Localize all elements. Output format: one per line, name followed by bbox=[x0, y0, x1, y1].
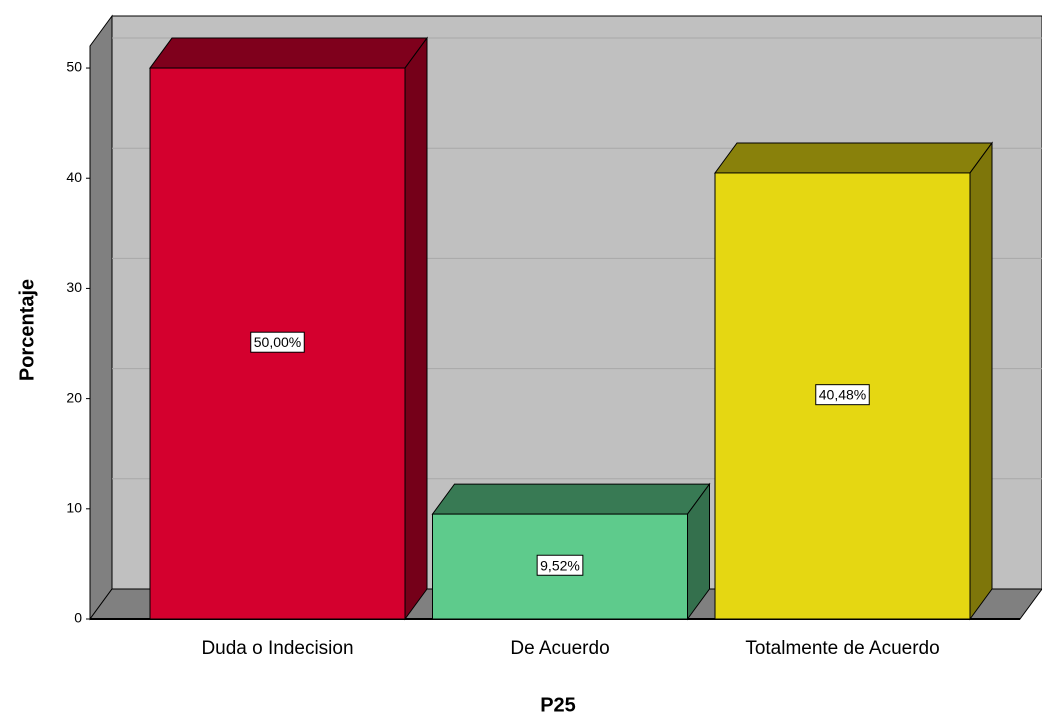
y-tick-label: 50 bbox=[66, 59, 82, 75]
value-label: 40,48% bbox=[819, 387, 866, 403]
y-tick-label: 40 bbox=[66, 169, 82, 185]
bar-top bbox=[431, 483, 711, 515]
y-tick-label: 20 bbox=[66, 389, 82, 405]
value-label: 9,52% bbox=[540, 557, 580, 573]
x-tick-label: De Acuerdo bbox=[510, 638, 609, 659]
value-label-box bbox=[815, 384, 870, 406]
bar-side bbox=[404, 36, 428, 621]
y-tick-label: 10 bbox=[66, 500, 82, 516]
bar-top bbox=[149, 37, 428, 69]
x-tick-label: Totalmente de Acuerdo bbox=[745, 638, 939, 659]
value-label: 50,00% bbox=[254, 334, 301, 350]
value-label-box bbox=[250, 331, 305, 353]
y-axis-title: Porcentaje bbox=[16, 279, 38, 381]
y-tick-label: 0 bbox=[74, 610, 82, 626]
value-label-box bbox=[536, 554, 584, 576]
x-tick-label: Duda o Indecision bbox=[201, 638, 353, 659]
bar-side bbox=[969, 141, 993, 621]
y-tick-label: 30 bbox=[66, 279, 82, 295]
x-axis-title: P25 bbox=[540, 694, 576, 716]
bar-top bbox=[714, 142, 993, 174]
left-wall bbox=[89, 14, 113, 621]
